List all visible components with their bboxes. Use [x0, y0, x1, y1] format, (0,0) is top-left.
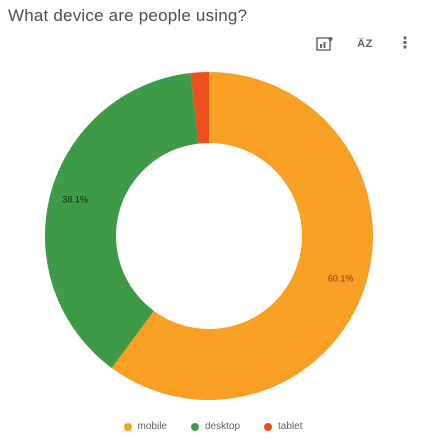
chart-toolbar: A̅Z ⋮	[316, 34, 414, 54]
sort-az-icon: A̅Z	[357, 38, 373, 50]
chart-type-button[interactable]	[316, 34, 334, 54]
chart-title: What device are people using?	[8, 6, 248, 25]
legend-label-mobile: mobile	[137, 421, 167, 432]
sort-button[interactable]: A̅Z	[356, 34, 374, 54]
more-vert-icon: ⋮	[397, 35, 413, 52]
legend-swatch-tablet	[264, 422, 273, 431]
legend-item-mobile[interactable]: mobile	[123, 421, 167, 432]
slice-desktop[interactable]	[44, 73, 199, 369]
legend-item-desktop[interactable]: desktop	[190, 421, 241, 432]
chart-type-icon	[316, 37, 333, 51]
legend-item-tablet[interactable]: tablet	[264, 421, 302, 432]
slice-mobile[interactable]	[111, 72, 373, 400]
legend-swatch-mobile	[123, 422, 132, 431]
data-label-desktop: 38.1%	[62, 195, 88, 205]
data-label-mobile: 60.1%	[328, 274, 354, 284]
slice-tablet[interactable]	[190, 72, 209, 144]
chart-legend: mobile desktop tablet	[0, 421, 426, 432]
more-options-button[interactable]: ⋮	[396, 34, 414, 54]
legend-swatch-desktop	[190, 422, 199, 431]
legend-label-tablet: tablet	[278, 421, 303, 432]
legend-label-desktop: desktop	[204, 421, 241, 432]
